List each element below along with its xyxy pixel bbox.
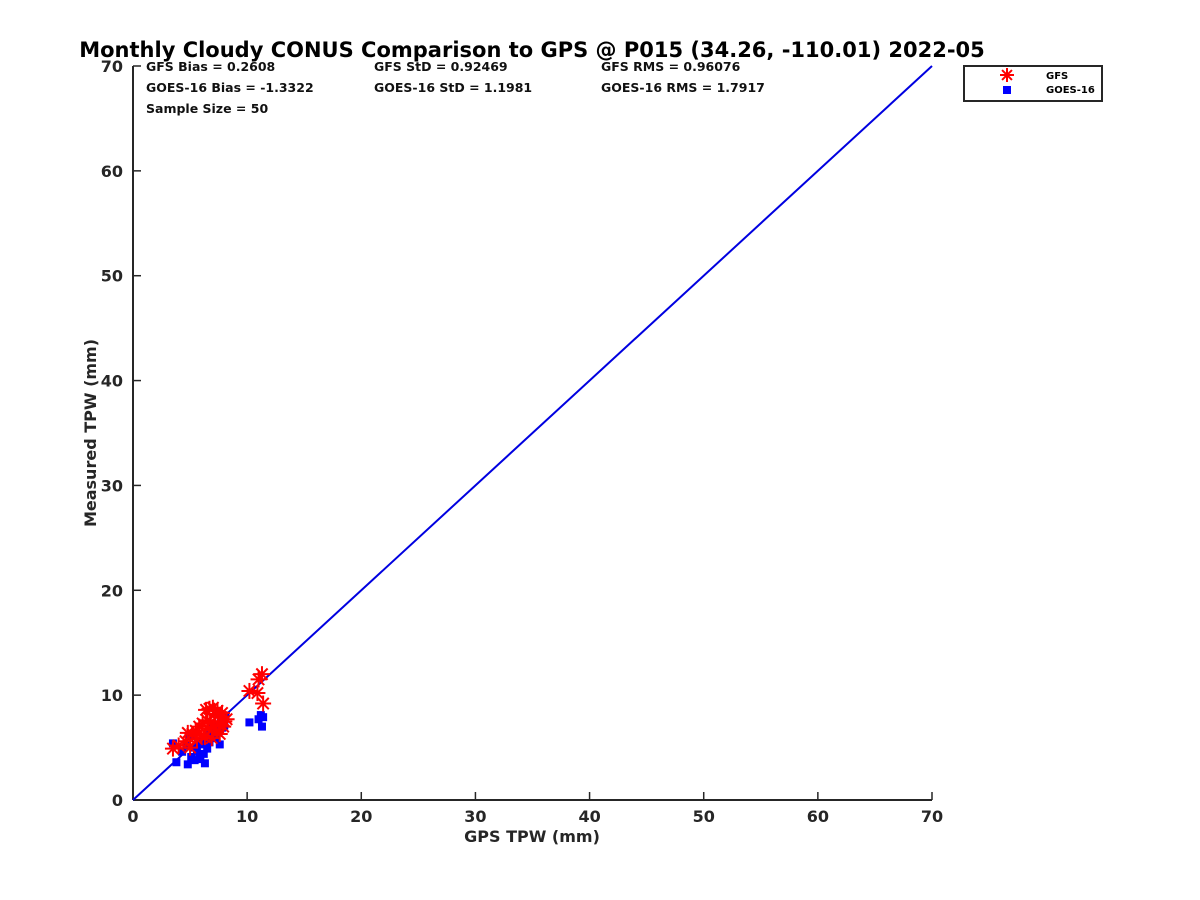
gfs-data-point <box>182 739 199 756</box>
y-axis-ticks: 0 10 20 30 40 50 60 70 <box>101 57 141 810</box>
goes-bias-text: GOES-16 Bias = -1.3322 <box>146 80 314 95</box>
goes-rms-text: GOES-16 RMS = 1.7917 <box>601 80 765 95</box>
legend-goes-marker-icon <box>1003 86 1011 94</box>
goes16-data-point <box>203 744 212 753</box>
x-tick-label: 70 <box>921 807 943 826</box>
x-tick-label: 10 <box>236 807 258 826</box>
goes16-data-point <box>259 713 268 722</box>
y-tick-label: 40 <box>101 372 123 391</box>
goes-std-text: GOES-16 StD = 1.1981 <box>374 80 532 95</box>
x-tick-label: 60 <box>807 807 829 826</box>
gfs-rms-text: GFS RMS = 0.96076 <box>601 59 741 74</box>
gfs-data-point <box>253 666 270 683</box>
legend-gfs-asterisk <box>1000 68 1014 82</box>
legend-goes-square <box>1003 86 1011 94</box>
y-tick-label: 30 <box>101 476 123 495</box>
goes16-data-point <box>183 760 192 769</box>
goes16-data-point <box>245 718 254 727</box>
y-tick-label: 60 <box>101 162 123 181</box>
legend: GFS GOES-16 <box>963 65 1103 102</box>
y-tick-label: 70 <box>101 57 123 76</box>
gfs-bias-text: GFS Bias = 0.2608 <box>146 59 275 74</box>
y-tick-label: 10 <box>101 686 123 705</box>
gfs-data-point <box>255 695 272 712</box>
goes16-data-point <box>254 715 263 724</box>
y-tick-label: 20 <box>101 581 123 600</box>
goes16-data-point <box>192 746 201 755</box>
y-axis-label: Measured TPW (mm) <box>81 339 100 527</box>
x-tick-label: 30 <box>464 807 486 826</box>
legend-goes-label: GOES-16 <box>1046 85 1095 96</box>
x-tick-label: 40 <box>578 807 600 826</box>
goes16-data-point <box>190 756 199 765</box>
x-axis-label: GPS TPW (mm) <box>464 827 600 846</box>
goes16-data-point <box>257 722 266 731</box>
goes16-data-point <box>199 749 208 758</box>
x-tick-label: 20 <box>350 807 372 826</box>
legend-gfs-marker-icon <box>1000 68 1014 82</box>
sample-size-text: Sample Size = 50 <box>146 101 268 116</box>
chart-title: Monthly Cloudy CONUS Comparison to GPS @… <box>79 38 985 62</box>
goes16-data-point <box>196 755 205 764</box>
goes16-data-point <box>215 740 224 749</box>
gfs-data-point <box>203 730 220 747</box>
legend-box <box>963 65 1103 102</box>
goes16-data-point <box>178 747 187 756</box>
goes16-data-point <box>172 758 181 767</box>
goes16-data-point <box>200 759 209 768</box>
gfs-std-text: GFS StD = 0.92469 <box>374 59 508 74</box>
data-points <box>164 666 272 769</box>
x-tick-label: 50 <box>693 807 715 826</box>
x-tick-label: 0 <box>127 807 138 826</box>
y-tick-label: 50 <box>101 267 123 286</box>
y-tick-label: 0 <box>112 791 123 810</box>
x-axis-ticks: 0 10 20 30 40 50 60 70 <box>127 792 943 826</box>
gfs-data-point <box>218 711 235 728</box>
legend-gfs-label: GFS <box>1046 71 1068 82</box>
